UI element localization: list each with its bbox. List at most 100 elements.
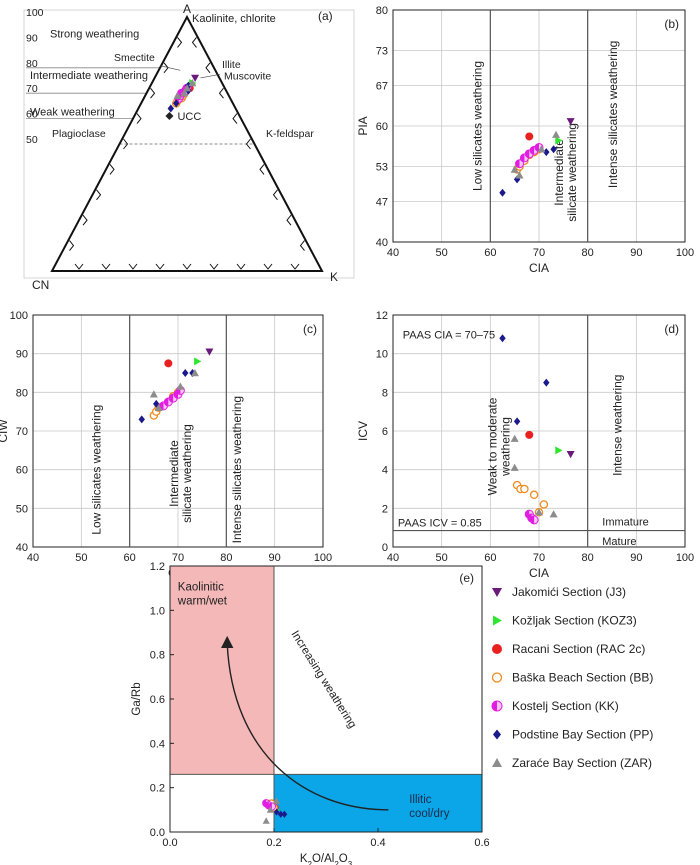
point-pp-shape xyxy=(189,369,196,377)
legend-marker-kk-half xyxy=(492,701,497,711)
y-tick-label: 0 xyxy=(382,542,388,554)
point-pp-shape xyxy=(513,175,521,184)
point-zar-shape xyxy=(535,508,543,516)
plot-frame xyxy=(392,314,686,548)
point-pp xyxy=(499,334,506,343)
x-tick-label: 50 xyxy=(436,552,448,564)
illite-pointer xyxy=(200,73,221,79)
scale-tick-label: 70 xyxy=(26,83,38,95)
edge-tick xyxy=(209,263,219,270)
point-rac xyxy=(164,359,173,368)
paas-icv-label: PAAS ICV = 0.85 xyxy=(398,518,482,530)
point-pp-shape xyxy=(138,415,145,424)
edge-tick xyxy=(136,113,142,124)
smectite-pointer xyxy=(159,65,181,71)
legend-marker-koz3-shape xyxy=(493,615,502,626)
point-zar-shape xyxy=(266,806,274,813)
edge-tick xyxy=(218,87,224,99)
edge-tick xyxy=(286,214,292,226)
edge-tick xyxy=(101,263,111,270)
point-pp-shape xyxy=(543,148,550,157)
point-pp xyxy=(173,99,180,108)
x-tick-label: 0.4 xyxy=(370,837,385,849)
panel-d-icv-cia: 40 50 60 70 80 90 100 0 2 4 6 8 10 12 (d) CIA ICV PAAS CI… xyxy=(356,310,694,580)
edge-tick xyxy=(128,263,138,270)
point-zar xyxy=(173,91,182,99)
point-kk-half xyxy=(515,159,520,168)
point-j3-shape xyxy=(191,74,200,82)
point-zar xyxy=(176,382,185,390)
point-zar xyxy=(537,145,546,153)
edge-tick xyxy=(74,263,84,270)
edge-tick xyxy=(236,263,246,270)
legend-marker-pp xyxy=(493,729,501,740)
ucc-marker xyxy=(165,112,174,121)
paas-cia-label: PAAS CIA = 70–75 xyxy=(403,329,495,341)
y-axis-label: ICV xyxy=(356,421,370,441)
point-rac-shape xyxy=(525,132,534,141)
y-tick-label: 0.4 xyxy=(150,738,165,750)
weathering-arrow xyxy=(226,643,389,811)
x-tick-label: 40 xyxy=(387,552,399,564)
y-tick-label: 90 xyxy=(16,349,28,361)
point-zar xyxy=(535,508,543,516)
point-zar-shape xyxy=(515,171,524,179)
y-tick-label: 0.8 xyxy=(150,650,165,662)
x-tick-label: 100 xyxy=(676,247,694,259)
mature-label: Mature xyxy=(602,536,636,548)
point-pp xyxy=(281,810,288,818)
point-zar xyxy=(190,369,199,377)
x-axis-label: CIA xyxy=(529,261,549,275)
edge-tick xyxy=(245,138,251,150)
legend-marker-bb-shape xyxy=(491,672,503,683)
point-rac xyxy=(525,132,534,141)
x-tick-label: 0.0 xyxy=(162,837,177,849)
region-label-intense-line: Intense silicates weathering xyxy=(230,396,244,543)
mineral-label-kaolinite: Kaolinite, chlorite xyxy=(192,13,276,25)
legend-marker-zar-shape xyxy=(492,758,502,767)
point-zar xyxy=(154,403,163,411)
point-pp xyxy=(167,104,174,113)
point-pp-shape xyxy=(153,399,160,408)
region-label-intermediate: Intermediatesilicate weathering xyxy=(167,424,194,523)
y-tick-label: 47 xyxy=(376,196,388,208)
point-pp xyxy=(513,417,521,426)
y-tick-label: 0.2 xyxy=(150,783,165,795)
point-bb xyxy=(539,500,549,509)
y-tick-label: 67 xyxy=(376,80,388,92)
illitic-sublabel: cool/dry xyxy=(409,808,450,820)
point-pp xyxy=(513,175,521,184)
point-zar xyxy=(515,171,524,179)
mineral-label-plagioclase: Plagioclase xyxy=(52,128,106,140)
point-pp xyxy=(277,810,284,818)
y-axis-label: Ga/Rb xyxy=(131,682,143,715)
point-rac-shape xyxy=(525,430,534,439)
legend-marker-j3-shape xyxy=(492,588,502,597)
point-pp xyxy=(550,145,557,154)
point-kk-half xyxy=(535,143,539,152)
x-axis-label-part: 2 xyxy=(307,860,312,865)
y-tick-label: 80 xyxy=(16,387,28,399)
point-zar xyxy=(266,806,274,813)
edge-tick xyxy=(69,240,75,251)
point-zar-shape xyxy=(176,382,185,390)
region-label-low: Low silicates weathering xyxy=(90,405,104,535)
region-label-weak-line: Weak to moderate xyxy=(485,397,499,495)
y-tick-label: 0.0 xyxy=(150,827,165,839)
point-zar-shape xyxy=(173,91,182,99)
y-tick-label: 0.6 xyxy=(150,694,165,706)
edge-tick xyxy=(177,37,183,48)
legend-entry-kk: Kostelj Section (KK) xyxy=(512,699,619,713)
region-label-intense: Intense silicates weathering xyxy=(230,396,244,543)
legend-marker-j3 xyxy=(492,588,502,597)
edge-tick xyxy=(263,263,273,270)
x-tick-label: 50 xyxy=(75,552,87,564)
illitic-label: Illitic xyxy=(409,794,432,806)
legend-marker-zar xyxy=(492,758,502,767)
plot-frame xyxy=(32,314,324,548)
point-kk-half xyxy=(530,515,535,524)
region-label-intermediate-line: Intermediate xyxy=(552,139,566,206)
point-zar-shape xyxy=(190,369,199,377)
region-label-low-line: Low silicates weathering xyxy=(471,61,485,191)
legend-marker-pp-shape xyxy=(493,729,501,740)
